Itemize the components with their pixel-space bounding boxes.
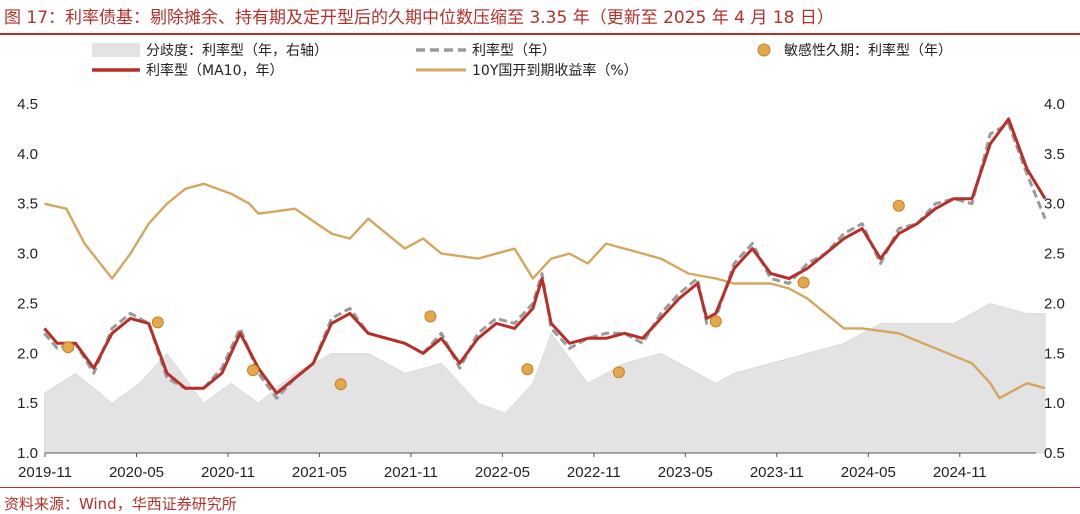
x-tick-label: 2020-05	[109, 464, 164, 481]
legend-label-scatter: 敏感性久期：利率型（年）	[784, 42, 952, 59]
left-tick-label: 4.5	[17, 96, 38, 113]
right-tick-label: 1.0	[1044, 395, 1065, 412]
right-tick-label: 3.5	[1044, 146, 1065, 163]
x-tick-label: 2020-11	[201, 464, 255, 481]
area-series	[44, 303, 1046, 454]
source-rule	[0, 487, 1080, 488]
yield-series	[44, 182, 1046, 400]
x-axis-ticks: 2019-11 2020-05 2020-11 2021-05 2021-11 2022-…	[18, 453, 987, 481]
left-tick-label: 1.5	[17, 395, 38, 412]
right-tick-label: 2.5	[1044, 246, 1065, 263]
legend-label-area: 分歧度：利率型（年，右轴）	[146, 42, 328, 59]
left-tick-label: 3.5	[17, 196, 38, 213]
x-tick-label: 2022-05	[475, 464, 530, 481]
chart: 分歧度：利率型（年，右轴） 利率型（年） 敏感性久期：利率型（年） 利率型（MA…	[17, 42, 1065, 481]
right-tick-label: 1.5	[1044, 345, 1065, 362]
legend-label-yield: 10Y国开到期收益率（%）	[472, 62, 638, 79]
x-tick-label: 2022-11	[567, 464, 621, 481]
x-tick-label: 2019-11	[18, 464, 72, 481]
right-tick-label: 3.0	[1044, 196, 1065, 213]
title-rule	[0, 33, 1080, 35]
scatter-point	[424, 310, 437, 323]
legend-swatch-area	[92, 43, 140, 57]
scatter-point	[797, 276, 810, 289]
right-axis-ticks: 0.5 1.0 1.5 2.0 2.5 3.0 3.5 4.0	[1044, 96, 1065, 462]
figure-title: 图 17：利率债基：剔除摊余、持有期及定开型后的久期中位数压缩至 3.35 年（…	[4, 8, 834, 28]
left-tick-label: 3.0	[17, 246, 38, 263]
scatter-point	[247, 364, 259, 377]
area-divergence	[44, 303, 1046, 454]
line-ma10	[43, 117, 1047, 395]
right-tick-label: 2.0	[1044, 295, 1065, 312]
left-tick-label: 2.5	[17, 295, 38, 312]
left-tick-label: 1.0	[17, 445, 38, 462]
legend-swatch-scatter	[757, 43, 771, 57]
legend-label-dashed: 利率型（年）	[472, 42, 556, 59]
scatter-point	[892, 199, 905, 212]
scatter-point	[612, 366, 625, 379]
left-axis-ticks: 1.0 1.5 2.0 2.5 3.0 3.5 4.0 4.5	[17, 96, 38, 462]
scatter-series	[62, 199, 905, 391]
x-tick-label: 2021-05	[292, 464, 347, 481]
scatter-point	[709, 315, 722, 328]
ma10-series	[43, 117, 1047, 395]
line-10y-yield	[44, 182, 1046, 400]
left-tick-label: 4.0	[17, 146, 38, 163]
x-tick-label: 2021-11	[384, 464, 438, 481]
x-tick-label: 2024-05	[841, 464, 896, 481]
left-tick-label: 2.0	[17, 345, 38, 362]
source-note: 资料来源：Wind，华西证券研究所	[4, 495, 237, 513]
scatter-point	[151, 316, 164, 329]
right-tick-label: 4.0	[1044, 96, 1065, 113]
right-tick-label: 0.5	[1044, 445, 1065, 462]
legend-label-ma10: 利率型（MA10，年）	[146, 62, 283, 79]
x-tick-label: 2024-11	[933, 464, 987, 481]
scatter-point	[334, 378, 347, 391]
scatter-point	[521, 363, 534, 376]
scatter-point	[62, 341, 75, 354]
x-tick-label: 2023-11	[750, 464, 804, 481]
legend: 分歧度：利率型（年，右轴） 利率型（年） 敏感性久期：利率型（年） 利率型（MA…	[92, 42, 952, 79]
x-tick-label: 2023-05	[658, 464, 713, 481]
